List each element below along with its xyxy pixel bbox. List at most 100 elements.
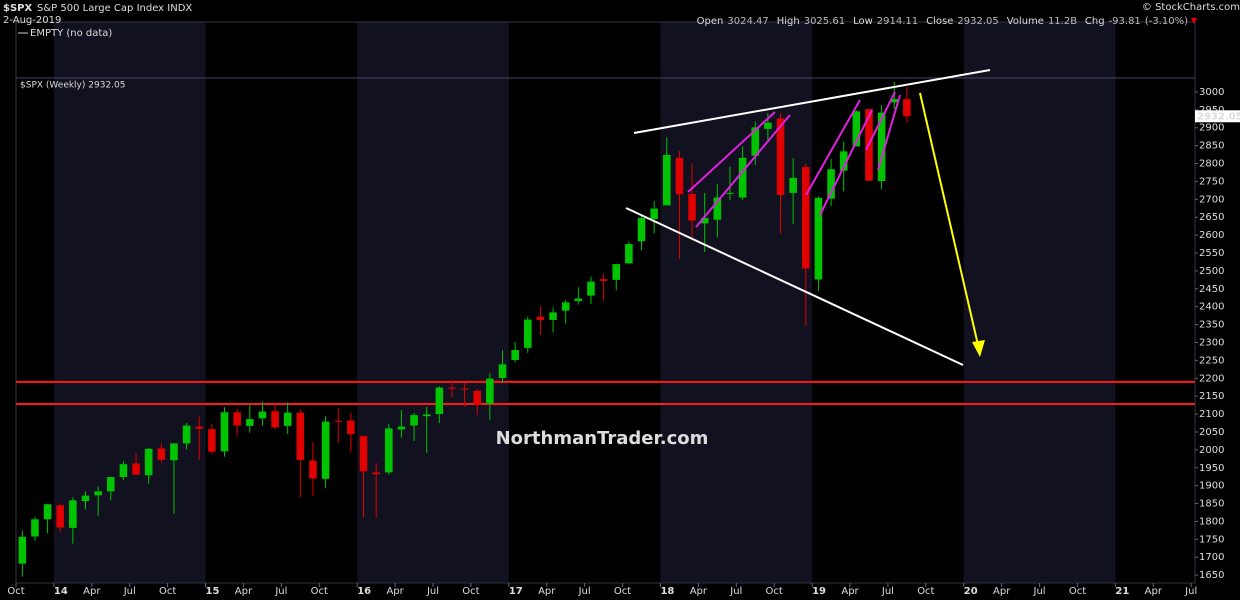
- x-tick-label: 21: [1115, 586, 1129, 597]
- x-tick-label: Oct: [766, 586, 783, 597]
- candle-body: [106, 477, 115, 492]
- candle-body: [309, 460, 317, 479]
- y-tick-label: 2850: [1199, 141, 1224, 152]
- plot-frame: [15, 21, 1196, 584]
- y-tick-label: 2600: [1199, 230, 1224, 241]
- candle-body: [662, 154, 671, 206]
- y-tick-label: 2250: [1199, 355, 1224, 366]
- candle-body: [258, 411, 267, 419]
- quote-value: 3025.61: [804, 16, 845, 27]
- y-tick-label: 2350: [1199, 320, 1224, 331]
- candle-body: [157, 448, 166, 460]
- date: 2-Aug-2019: [3, 15, 61, 26]
- candle-body: [132, 463, 140, 475]
- candle-body: [195, 426, 204, 429]
- candle-body: [839, 151, 848, 171]
- y-tick-label: 1650: [1199, 570, 1224, 581]
- candle-body: [688, 193, 696, 221]
- y-tick-label: 1700: [1199, 552, 1224, 563]
- candle-body: [574, 298, 583, 301]
- x-tick-label: Oct: [462, 586, 479, 597]
- y-tick-label: 1900: [1199, 481, 1224, 492]
- candle-body: [549, 312, 557, 320]
- x-tick-label: Jul: [729, 586, 742, 597]
- candle-body: [486, 378, 494, 404]
- candle-body: [182, 425, 191, 444]
- candle-body: [713, 197, 722, 220]
- x-tick-label: 16: [357, 586, 371, 597]
- candle-body: [498, 364, 507, 378]
- upper-panel-label: EMPTY (no data): [30, 28, 112, 39]
- candle-body: [802, 167, 810, 269]
- candle-body: [903, 99, 911, 117]
- candle-body: [523, 319, 532, 348]
- x-tick-label: 15: [206, 586, 220, 597]
- candle-body: [738, 157, 747, 198]
- quote-label: Close: [926, 16, 953, 27]
- y-tick-label: 2150: [1199, 391, 1224, 402]
- quote-value: 2914.11: [877, 16, 918, 27]
- candle-body: [700, 217, 709, 224]
- x-tick-label: Jul: [578, 586, 591, 597]
- candle-body: [625, 244, 633, 264]
- quote-label: Low: [853, 16, 873, 27]
- candle-body: [435, 387, 444, 415]
- symbol: $SPX: [3, 3, 32, 14]
- arrow: [919, 92, 979, 346]
- quote-label: High: [777, 16, 800, 27]
- x-tick-label: Apr: [83, 586, 101, 597]
- candle-body: [321, 421, 330, 479]
- candle-body: [877, 112, 886, 182]
- year-band: [963, 22, 1116, 583]
- x-tick-label: 18: [660, 586, 674, 597]
- candle-body: [612, 264, 621, 280]
- y-tick-label: 2000: [1199, 445, 1224, 456]
- x-tick-label: 19: [812, 586, 826, 597]
- axes: 1650 1700 1750 1800 1850 1900 1950 2000 2050 2100…: [7, 87, 1240, 597]
- x-tick-label: Jul: [426, 586, 439, 597]
- candle-body: [43, 504, 52, 520]
- y-tick-label: 2100: [1199, 409, 1224, 420]
- y-tick-label: 2550: [1199, 248, 1224, 259]
- candle-body: [384, 428, 393, 473]
- candle-body: [637, 217, 646, 242]
- x-tick-label: Apr: [235, 586, 253, 597]
- candle-body: [31, 519, 39, 537]
- price-tag: [1195, 110, 1240, 123]
- candle-body: [359, 435, 368, 472]
- trendline: [625, 207, 964, 366]
- candle-body: [69, 500, 77, 528]
- quote-label: Open: [697, 16, 724, 27]
- y-tick-label: 2900: [1199, 123, 1224, 134]
- x-tick-label: Apr: [841, 586, 859, 597]
- down-arrow: [1191, 18, 1197, 24]
- x-tick-label: 17: [509, 586, 523, 597]
- candle-body: [814, 197, 823, 280]
- y-tick-label: 1850: [1199, 499, 1224, 510]
- candle-body: [94, 491, 102, 496]
- channel-line: [819, 109, 873, 216]
- arrow-head: [972, 340, 985, 357]
- legend-label: $SPX (Weekly) 2932.05: [20, 81, 125, 91]
- y-tick-label: 1800: [1199, 516, 1224, 527]
- x-tick-label: Oct: [159, 586, 176, 597]
- candle-body: [511, 350, 519, 361]
- candle-body: [776, 118, 785, 196]
- x-tick-label: 20: [964, 586, 978, 597]
- x-tick-label: Oct: [311, 586, 328, 597]
- x-tick-label: Apr: [1145, 586, 1163, 597]
- year-band: [357, 22, 509, 583]
- x-tick-label: Apr: [993, 586, 1011, 597]
- y-tick-label: 2650: [1199, 212, 1224, 223]
- watermark: NorthmanTrader.com: [496, 428, 709, 449]
- candle-body: [170, 443, 178, 461]
- quote-value: 2932.05: [957, 16, 998, 27]
- candle-body: [18, 536, 27, 564]
- y-tick-label: 2300: [1199, 337, 1224, 348]
- y-tick-label: 1950: [1199, 463, 1224, 474]
- x-tick-label: Oct: [917, 586, 934, 597]
- candle-body: [347, 420, 355, 435]
- y-tick-label: 3000: [1199, 87, 1224, 98]
- y-tick-label: 2050: [1199, 427, 1224, 438]
